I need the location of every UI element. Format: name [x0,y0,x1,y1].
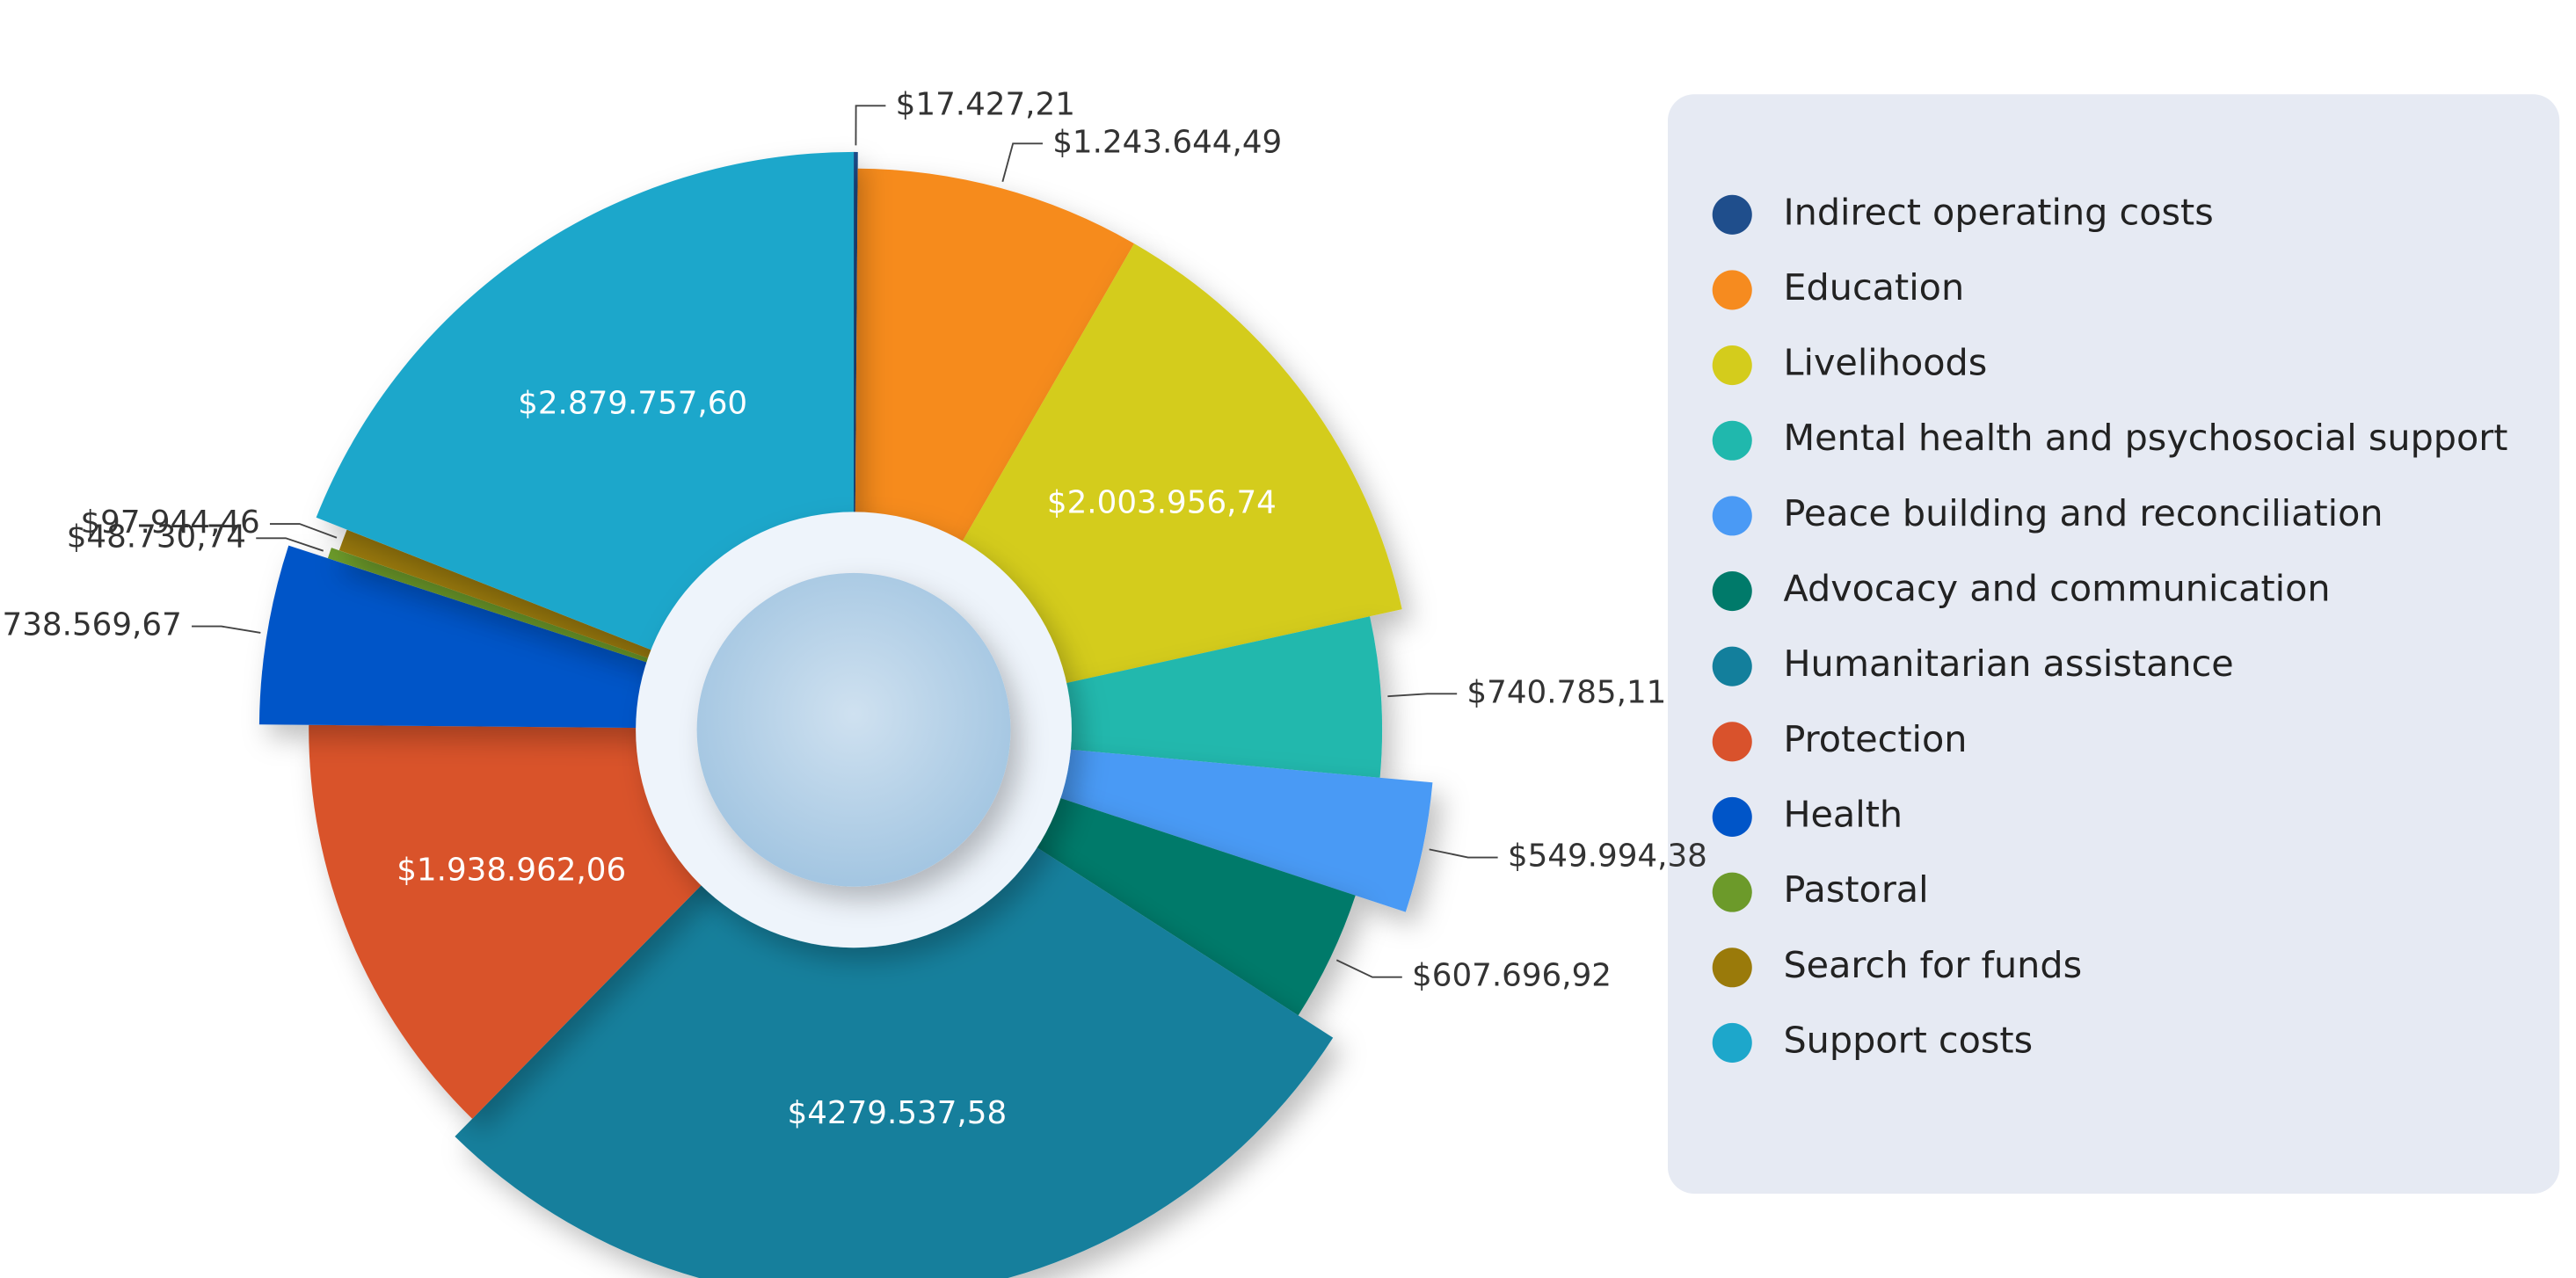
legend-label: Indirect operating costs [1783,191,2213,233]
value-label: $738.569,67 [0,607,182,643]
legend-label: Education [1783,266,1964,309]
legend-swatch [1712,496,1752,536]
legend-swatch [1712,872,1752,912]
legend-swatch [1712,948,1752,988]
legend: Indirect operating costs Education Livelih… [1712,191,2507,1063]
leader-line [256,537,324,552]
value-label: $607.696,92 [1412,958,1612,994]
legend-swatch [1712,796,1752,838]
legend-label: Peace building and reconciliation [1783,492,2383,534]
leader-line [269,523,338,539]
value-label: $2.879.757,60 [518,386,747,422]
leader-line [1387,693,1458,698]
legend-label: Livelihoods [1783,342,1987,384]
legend-label: Advocacy and communication [1783,568,2330,610]
value-label: $2.003.956,74 [1047,485,1277,521]
legend-swatch [1712,646,1752,686]
value-label: $17.427,21 [896,86,1075,122]
value-label: $1.938.962,06 [397,853,626,889]
legend-swatch [1712,570,1752,612]
legend-label: Pastoral [1783,868,1928,911]
legend-swatch [1712,194,1752,235]
leader-line [855,105,886,146]
center-disc [696,572,1011,887]
value-label: $4279.537,58 [788,1095,1008,1131]
legend-label: Humanitarian assistance [1783,643,2233,685]
value-label: $48.730,74 [67,519,246,555]
leader-line [1335,959,1402,978]
value-label: $97.944,46 [80,505,259,541]
value-label: $549.994,38 [1508,839,1707,875]
legend-label: Health [1783,793,1903,835]
legend-swatch [1712,345,1752,386]
legend-swatch [1712,420,1752,461]
value-labels: $17.427,21$1.243.644,49 $2.003.956,74 $740… [0,86,1707,1131]
leader-line [1001,142,1043,183]
legend-label: Mental health and psychosocial support [1783,417,2507,459]
legend-label: Search for funds [1783,944,2082,986]
value-label: $740.785,11 [1466,674,1666,710]
leader-line [192,625,261,634]
legend-panel [1667,94,2560,1194]
legend-swatch [1712,270,1752,310]
value-label: $1.243.644,49 [1052,124,1282,160]
legend-label: Protection [1783,718,1967,760]
legend-swatch [1712,1022,1752,1063]
legend-label: Support costs [1783,1019,2033,1061]
legend-swatch [1712,722,1752,762]
leader-line [1429,848,1498,859]
slice [455,730,1334,1278]
